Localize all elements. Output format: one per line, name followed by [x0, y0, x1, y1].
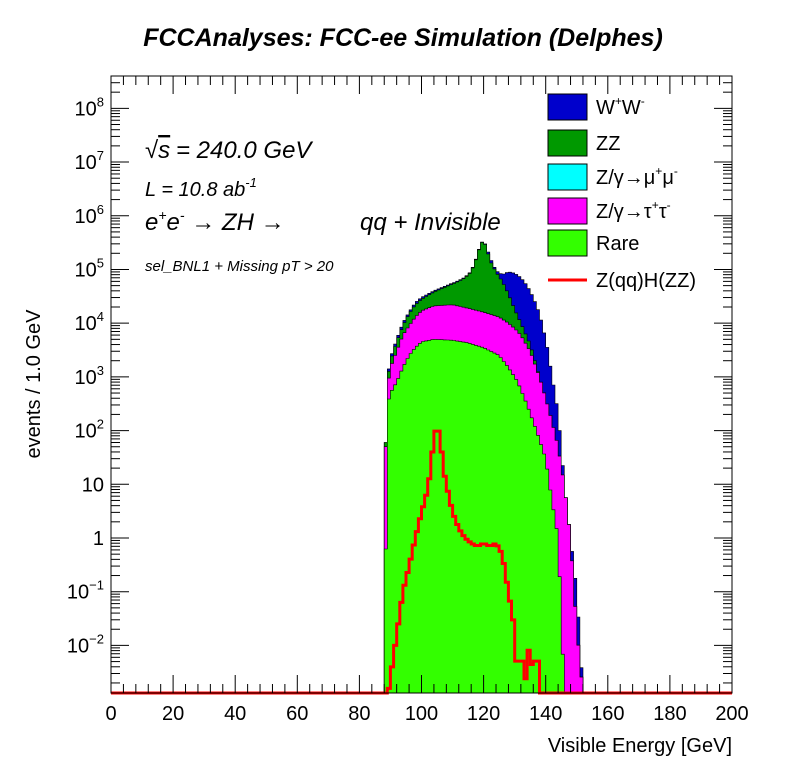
svg-text:Z/γ→μ+μ-: Z/γ→μ+μ- [596, 164, 678, 189]
legend-item-ztautau: Z/γ→τ+τ- [547, 197, 671, 225]
svg-text:Z(qq)H(ZZ): Z(qq)H(ZZ) [596, 270, 696, 292]
legend-item-rare: Rare [547, 229, 639, 257]
legend-item-signal: Z(qq)H(ZZ) [548, 270, 696, 292]
chart-title: FCCAnalyses: FCC-ee Simulation (Delphes) [143, 24, 663, 52]
legend-item-ww: W+W- [547, 93, 645, 121]
y-tick-label: 107 [75, 148, 104, 174]
x-axis-label: Visible Energy [GeV] [548, 735, 732, 757]
svg-text:Z/γ→τ+τ-: Z/γ→τ+τ- [596, 198, 671, 223]
svg-text:W+W-: W+W- [596, 94, 645, 119]
legend-item-zmumu: Z/γ→μ+μ- [547, 163, 678, 191]
x-tick-label: 40 [224, 703, 246, 725]
y-tick-label: 105 [75, 255, 104, 281]
svg-text:ZZ: ZZ [596, 133, 620, 155]
y-tick-label: 102 [75, 417, 104, 443]
sqrt-s-value: = 240.0 GeV [176, 137, 313, 164]
annotation-sqrt-s: √s = 240.0 GeV [145, 137, 313, 164]
svg-text:Rare: Rare [596, 233, 639, 255]
y-tick-label: 1 [93, 528, 104, 550]
y-tick-label: 103 [75, 363, 104, 389]
y-tick-label: 10−2 [67, 631, 104, 657]
y-tick-label: 10−1 [67, 578, 104, 604]
x-tick-label: 140 [529, 703, 562, 725]
x-tick-label: 160 [591, 703, 624, 725]
annotation-process: e+e- → ZH → qq + Invisible [145, 207, 501, 236]
y-tick-label: 108 [75, 94, 104, 120]
x-tick-label: 20 [162, 703, 184, 725]
x-tick-label: 200 [715, 703, 748, 725]
x-tick-label: 120 [467, 703, 500, 725]
process-final-state: qq + Invisible [360, 209, 501, 236]
x-tick-label: 80 [348, 703, 370, 725]
legend: W+W- ZZ Z/γ→μ+μ- Z/γ→τ+τ- Rare Z(qq)H(ZZ… [547, 93, 696, 292]
svg-text:e+e- → ZH →: e+e- → ZH → [145, 207, 285, 236]
legend-item-zz: ZZ [547, 129, 620, 157]
y-axis-label: events / 1.0 GeV [23, 309, 45, 459]
x-tick-label: 100 [405, 703, 438, 725]
y-tick-label: 106 [75, 202, 104, 228]
x-tick-label: 180 [653, 703, 686, 725]
svg-text:√s: √s [145, 137, 170, 164]
annotation-selection: sel_BNL1 + Missing pT > 20 [145, 258, 334, 275]
annotation-luminosity: L = 10.8 ab-1 [145, 175, 257, 201]
axis-ticks: 0 20 40 60 80 100 120 140 160 180 200 10−2 10−1 1 10 10… [67, 75, 749, 725]
y-tick-label: 104 [75, 309, 104, 335]
x-tick-label: 0 [105, 703, 116, 725]
y-tick-label: 10 [82, 474, 104, 496]
x-tick-label: 60 [286, 703, 308, 725]
